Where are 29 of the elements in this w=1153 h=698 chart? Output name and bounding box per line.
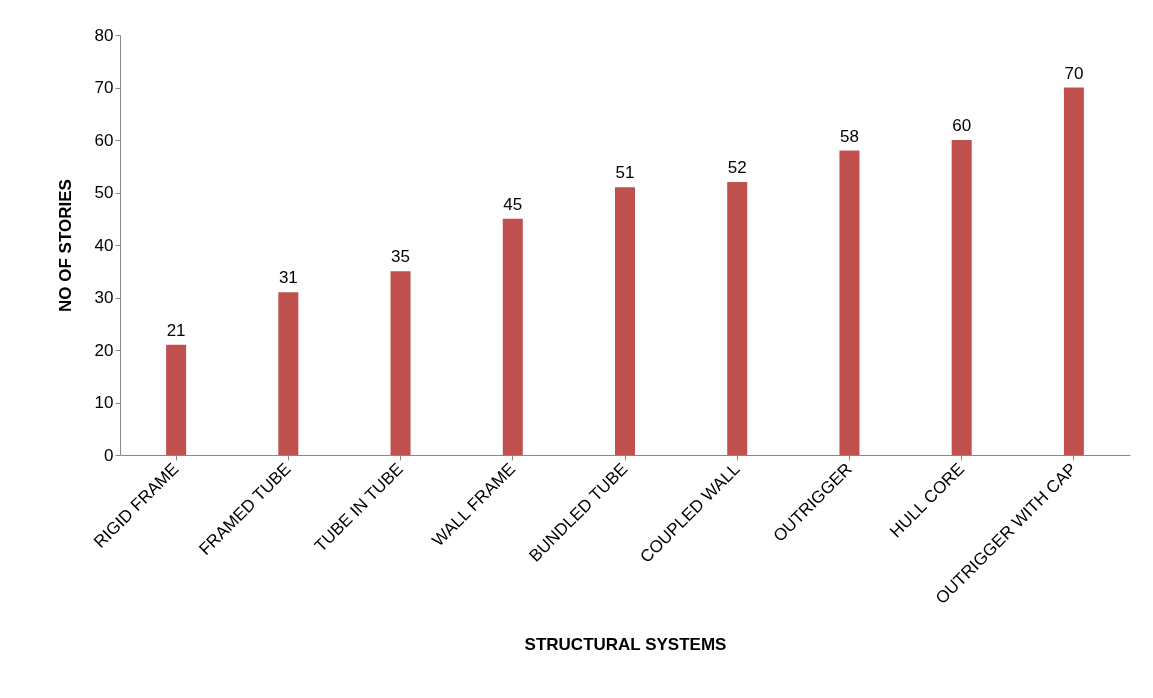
- data-label: 31: [278, 268, 298, 288]
- y-tick-label: 60: [94, 130, 114, 150]
- y-tick-label: 10: [94, 393, 114, 412]
- bar: [839, 150, 860, 455]
- y-tick-label: 0: [104, 445, 114, 465]
- data-label: 45: [503, 194, 523, 214]
- bar: [502, 218, 523, 455]
- bar: [278, 292, 299, 455]
- x-axis-title: STRUCTURAL SYSTEMS: [524, 635, 727, 655]
- y-tick-label: 80: [94, 25, 114, 45]
- data-label: 60: [952, 116, 972, 135]
- data-label: 58: [839, 126, 859, 146]
- bar: [615, 187, 635, 455]
- data-label: 51: [615, 163, 635, 183]
- bar: [1063, 87, 1084, 455]
- y-tick-label: 30: [94, 288, 114, 307]
- bar: [951, 140, 972, 455]
- data-label: 35: [391, 247, 411, 267]
- y-axis-title: NO OF STORIES: [55, 179, 75, 312]
- y-tick-label: 20: [94, 340, 114, 360]
- data-label: 52: [727, 158, 747, 177]
- data-label: 21: [166, 320, 186, 340]
- y-tick-label: 50: [94, 183, 114, 202]
- bar: [727, 182, 748, 455]
- bar: [166, 344, 187, 455]
- data-label: 70: [1064, 63, 1084, 83]
- bar: [390, 271, 411, 455]
- y-tick-label: 40: [94, 235, 114, 255]
- y-tick-label: 70: [94, 78, 114, 97]
